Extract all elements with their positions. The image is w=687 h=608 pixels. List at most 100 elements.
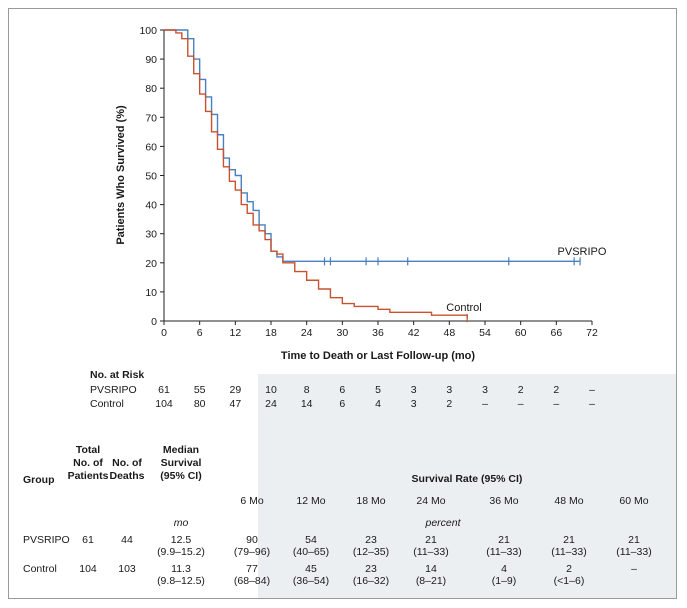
at-risk-value: 3: [446, 384, 453, 396]
timepoint-header: 12 Mo: [296, 495, 326, 507]
series-label-control: Control: [446, 302, 481, 314]
at-risk-value: –: [589, 384, 595, 396]
at-risk-value: 61: [158, 384, 170, 396]
at-risk-value: 104: [155, 398, 173, 410]
y-tick-label: 10: [145, 287, 157, 299]
at-risk-value: 8: [303, 384, 310, 396]
row-rate: 21: [498, 534, 510, 546]
at-risk-value: 6: [339, 384, 346, 396]
row-rate: 90: [246, 534, 258, 546]
at-risk-value: 2: [446, 398, 453, 410]
timepoint-header: 36 Mo: [489, 495, 519, 507]
x-tick-label: 48: [443, 327, 455, 339]
series-label-pvsripo: PVSRIPO: [558, 246, 607, 258]
row-rate: 21: [563, 534, 575, 546]
header-deaths: No. of Deaths: [109, 457, 145, 482]
row-deaths: 103: [118, 563, 136, 575]
header-group: Group: [23, 474, 55, 486]
y-tick-label: 90: [145, 54, 157, 66]
row-rate-ci: (36–54): [292, 575, 330, 587]
y-tick-label: 60: [145, 141, 157, 153]
row-rate-ci: (8–21): [415, 575, 447, 587]
row-rate: 21: [628, 534, 640, 546]
at-risk-value: 3: [410, 398, 417, 410]
x-tick-label: 42: [408, 327, 420, 339]
row-total: 104: [79, 563, 97, 575]
row-group: PVSRIPO: [23, 534, 70, 546]
x-tick-label: 30: [336, 327, 348, 339]
x-tick-label: 24: [301, 327, 313, 339]
at-risk-value: 2: [553, 384, 560, 396]
at-risk-value: –: [517, 398, 524, 410]
survival-rate-shading: [258, 374, 676, 598]
at-risk-row-name: Control: [90, 398, 124, 410]
figure-frame: [8, 8, 677, 599]
row-median: 11.3: [171, 563, 191, 575]
x-tick-label: 60: [515, 327, 527, 339]
timepoint-header: 24 Mo: [416, 495, 446, 507]
x-tick-label: 18: [265, 327, 277, 339]
unit-median: mo: [173, 517, 189, 529]
row-rate-ci: (79–96): [233, 546, 271, 558]
row-median-ci: (9.9–15.2): [157, 546, 205, 558]
timepoint-header: 48 Mo: [554, 495, 584, 507]
x-tick-label: 72: [586, 327, 598, 339]
series-line-control: [164, 29, 468, 319]
x-tick-label: 36: [372, 327, 384, 339]
at-risk-value: 80: [193, 398, 206, 410]
unit-rate: percent: [425, 517, 461, 529]
x-axis-label: Time to Death or Last Follow-up (mo): [281, 350, 475, 362]
y-tick-label: 40: [145, 200, 157, 212]
x-tick-label: 6: [197, 327, 203, 339]
at-risk-value: 24: [265, 398, 277, 410]
km-plot: 0 10 20 30 40 50 60 70 80 90 100 0 6 12 18 24 30 36 42 48 54…: [115, 25, 607, 362]
row-deaths: 44: [121, 534, 133, 546]
row-rate-ci: (11–33): [486, 546, 522, 558]
row-rate: 4: [501, 563, 507, 575]
at-risk-value: 55: [193, 384, 206, 396]
row-rate-ci: (68–84): [233, 575, 271, 587]
row-rate-ci: (11–33): [616, 546, 652, 558]
row-rate: –: [631, 563, 637, 575]
at-risk-value: 4: [375, 398, 381, 410]
y-tick-label: 50: [145, 171, 157, 183]
y-tick-label: 20: [145, 258, 157, 270]
plot-series: [164, 29, 581, 323]
y-tick-label: 100: [139, 25, 157, 37]
at-risk-value: –: [482, 398, 488, 410]
y-tick-label: 30: [145, 229, 157, 241]
series-line-pvsripo: [164, 29, 581, 263]
row-rate-ci: (16–32): [352, 575, 390, 587]
at-risk-value: 47: [229, 398, 242, 410]
row-rate-ci: (40–65): [292, 546, 330, 558]
y-tick-label: 70: [145, 112, 157, 124]
timepoint-header: 60 Mo: [619, 495, 649, 507]
at-risk-value: 6: [339, 398, 346, 410]
x-tick-label: 12: [229, 327, 241, 339]
row-median-ci: (9.8–12.5): [157, 575, 205, 587]
row-rate: 54: [305, 534, 317, 546]
at-risk-value: 10: [265, 384, 277, 396]
timepoint-header: 6 Mo: [240, 495, 264, 507]
x-tick-label: 54: [479, 327, 491, 339]
y-axis-label: Patients Who Survived (%): [115, 105, 127, 245]
at-risk-row-name: PVSRIPO: [90, 384, 137, 396]
header-survival-rate: Survival Rate (95% CI): [411, 473, 523, 485]
row-rate-ci: (<1–6): [553, 575, 585, 587]
row-rate: 21: [425, 534, 437, 546]
header-median: Median Survival (95% CI): [160, 444, 202, 482]
at-risk-value: 14: [300, 398, 313, 410]
row-rate: 23: [365, 563, 377, 575]
x-tick-label: 66: [550, 327, 562, 339]
row-median: 12.5: [170, 534, 192, 546]
at-risk-value: –: [553, 398, 560, 410]
at-risk-value: –: [589, 398, 595, 410]
row-rate: 14: [425, 563, 437, 575]
at-risk-value: 2: [517, 384, 524, 396]
row-rate-ci: (12–35): [352, 546, 390, 558]
row-group: Control: [23, 563, 57, 575]
y-tick-label: 80: [145, 83, 157, 95]
y-tick-label: 0: [151, 316, 157, 328]
at-risk-title: No. at Risk: [90, 369, 145, 381]
at-risk-value: 29: [229, 384, 242, 396]
